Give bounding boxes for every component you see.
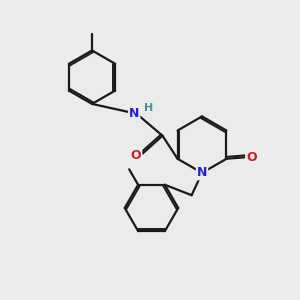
Text: N: N (129, 107, 140, 120)
Text: H: H (145, 103, 154, 113)
Text: O: O (131, 149, 141, 162)
Text: O: O (246, 151, 257, 164)
Text: N: N (197, 167, 207, 179)
